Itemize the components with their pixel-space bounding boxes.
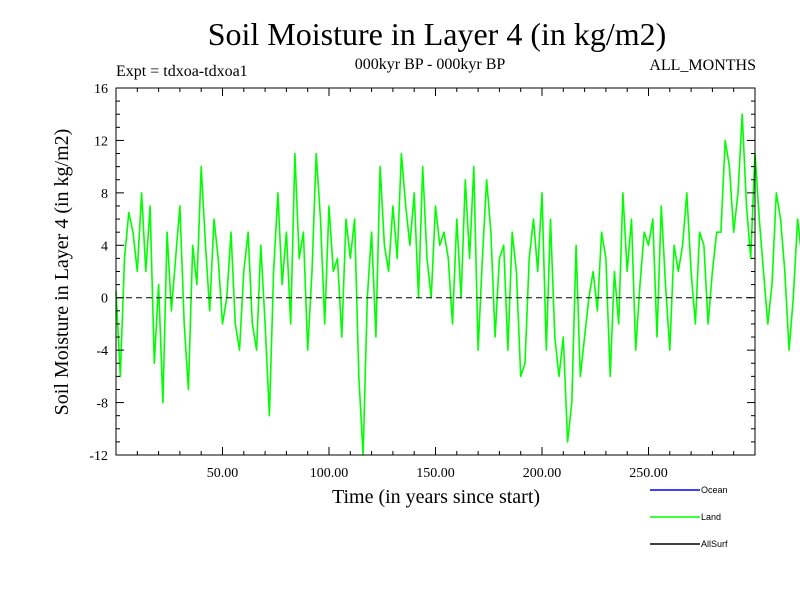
y-tick-label: 8 [101, 187, 108, 202]
experiment-label: Expt = tdxoa-tdxoa1 [116, 63, 248, 80]
legend-label-land: Land [701, 512, 721, 522]
chart-title: Soil Moisture in Layer 4 (in kg/m2) [207, 16, 667, 52]
y-tick-label: 12 [94, 134, 108, 149]
series-line-land [115, 113, 800, 456]
y-tick-label: -4 [96, 344, 108, 359]
x-axis-label: Time (in years since start) [332, 486, 540, 508]
y-tick-label: -12 [89, 449, 108, 464]
tick-labels: 50.00 100.00 150.00 200.00 250.00 -12 -8 -4 0 4 8 1… [89, 82, 667, 481]
y-tick-label: -8 [96, 397, 108, 412]
legend-label-allsurf: AllSurf [701, 539, 728, 549]
months-label: ALL_MONTHS [649, 57, 756, 74]
y-tick-label: 0 [101, 292, 108, 307]
axis-ticks [116, 88, 755, 455]
y-axis-label: Soil Moisture in Layer 4 (in kg/m2) [51, 129, 73, 416]
chart-subtitle: 000kyr BP - 000kyr BP [354, 56, 506, 73]
legend: Ocean Land AllSurf [650, 485, 728, 549]
y-tick-label: 16 [94, 82, 108, 97]
x-tick-label: 100.00 [310, 466, 349, 481]
x-tick-label: 50.00 [207, 466, 239, 481]
legend-label-ocean: Ocean [701, 485, 728, 495]
y-tick-label: 4 [101, 239, 108, 254]
series-layer [115, 113, 800, 456]
x-tick-label: 200.00 [523, 466, 562, 481]
x-tick-label: 150.00 [416, 466, 455, 481]
x-tick-label: 250.00 [629, 466, 668, 481]
